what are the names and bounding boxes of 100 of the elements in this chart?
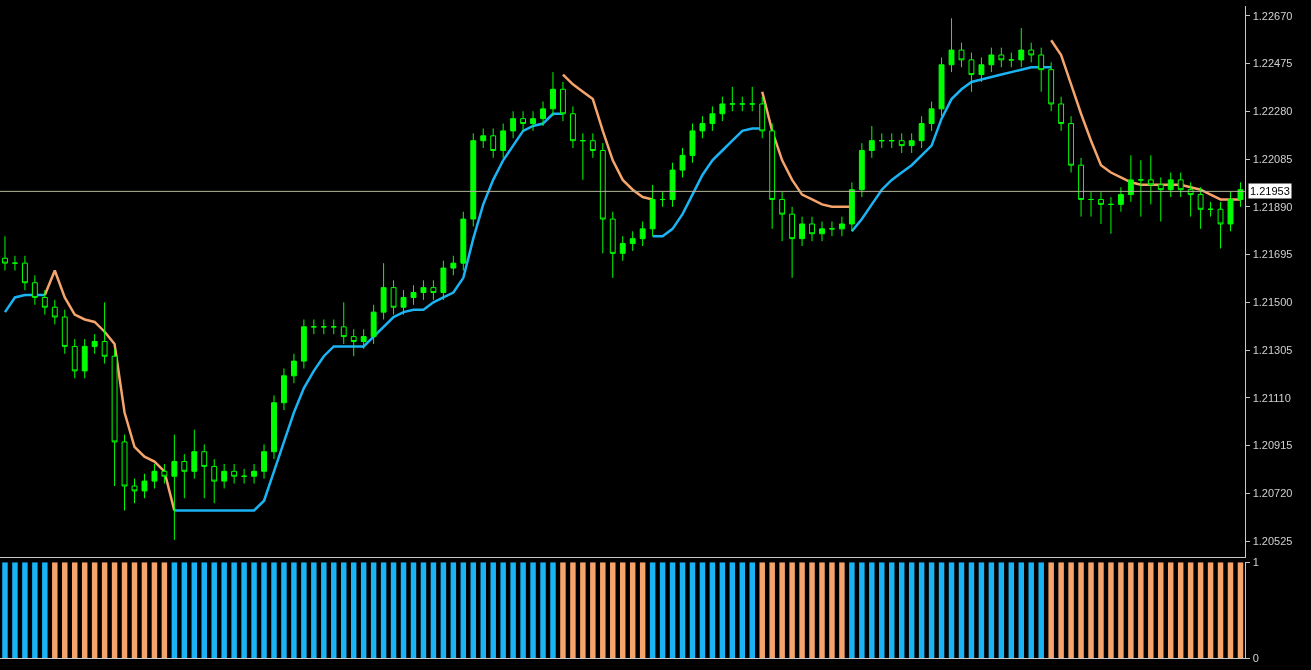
candlestick [679,147,686,178]
candlestick [878,132,885,149]
candlestick [1127,154,1134,203]
candlestick [1078,157,1084,218]
candlestick [91,333,98,355]
candlestick [709,105,716,132]
candlestick [31,274,38,306]
candlestick [1038,47,1045,93]
candlestick [440,260,447,301]
candlestick [799,216,806,247]
y-tick-label: 1.21500 [1252,296,1293,309]
candlestick [320,318,327,335]
candlestick [968,52,975,93]
candlestick [848,181,855,232]
candlestick [659,191,666,208]
candlestick [370,304,377,345]
candlestick [599,142,606,254]
candlestick [868,125,875,159]
candlestick [789,206,796,279]
candlestick [161,463,168,485]
candlestick [1197,186,1204,230]
candlestick [191,429,198,480]
candlestick [350,328,357,357]
candlestick [500,123,507,159]
candlestick [749,86,756,112]
y-tick-label: 1 [1252,556,1259,569]
candlestick [809,216,815,242]
candlestick [261,443,267,480]
candlestick [779,191,786,242]
y-tick-label: 1.21890 [1252,200,1293,213]
candlestick [550,71,556,117]
candlestick [1167,172,1174,198]
y-tick-label: 1.20720 [1252,487,1293,500]
candlestick [978,56,985,83]
candlestick [510,110,517,139]
candlestick [490,127,497,159]
candlestick [460,211,467,271]
candlestick [769,123,776,230]
candlestick [290,353,297,384]
candlestick [589,132,596,159]
candlestick [400,289,407,316]
candlestick [271,394,277,460]
candlestick [908,132,915,154]
candlestick [560,81,566,122]
candlestick [300,318,307,369]
candlestick [360,328,367,350]
y-tick-label: 1.20525 [1252,534,1293,547]
candlestick [1098,191,1104,225]
candlestick [928,101,935,132]
candlestick [201,443,208,499]
candlestick [1217,201,1224,249]
candlestick [51,299,58,325]
candlestick [988,47,995,73]
candlestick [1227,191,1234,232]
candlestick [579,132,586,181]
candlestick [1157,176,1164,223]
y-tick-label: 1.22475 [1252,57,1293,70]
candlestick [1187,181,1194,218]
candlestick [1147,154,1154,205]
candlestick [121,434,128,512]
candlestick [410,284,417,306]
y-tick-label: 1.22085 [1252,152,1293,165]
candlestick [918,115,925,149]
candlestick [21,255,28,291]
candlestick [390,279,397,316]
candlestick [340,301,347,345]
candlestick [629,230,636,252]
candlestick [858,142,865,198]
candlestick [1207,201,1214,218]
candlestick [1237,181,1244,208]
y-tick-label: 1.22670 [1252,9,1293,22]
candlestick [171,434,178,541]
candlestick [71,338,78,379]
candlestick [719,96,726,122]
candlestick [41,289,48,316]
candlestick [111,348,118,487]
candlestick [141,473,148,499]
candlestick [241,468,248,485]
candlestick [470,132,477,227]
candlestick [151,463,158,489]
candlestick [699,115,706,139]
candlestick [520,110,527,132]
candlestick [739,96,746,112]
candlestick [1058,96,1065,132]
candlestick [251,463,258,485]
candlestick [569,105,576,149]
candlestick [380,262,387,320]
candlestick [998,47,1005,68]
y-tick-label: 1.22280 [1252,105,1293,118]
candlestick [81,338,88,379]
candlestick [938,56,945,117]
y-tick-label: 1.20915 [1252,439,1293,452]
candlestick [540,101,546,127]
candlestick [1048,61,1055,112]
candlestick [530,110,536,132]
candlestick [281,367,287,411]
candlestick [181,453,188,499]
candlestick [330,318,337,335]
candlestick [221,463,228,489]
candlestick [669,162,676,208]
